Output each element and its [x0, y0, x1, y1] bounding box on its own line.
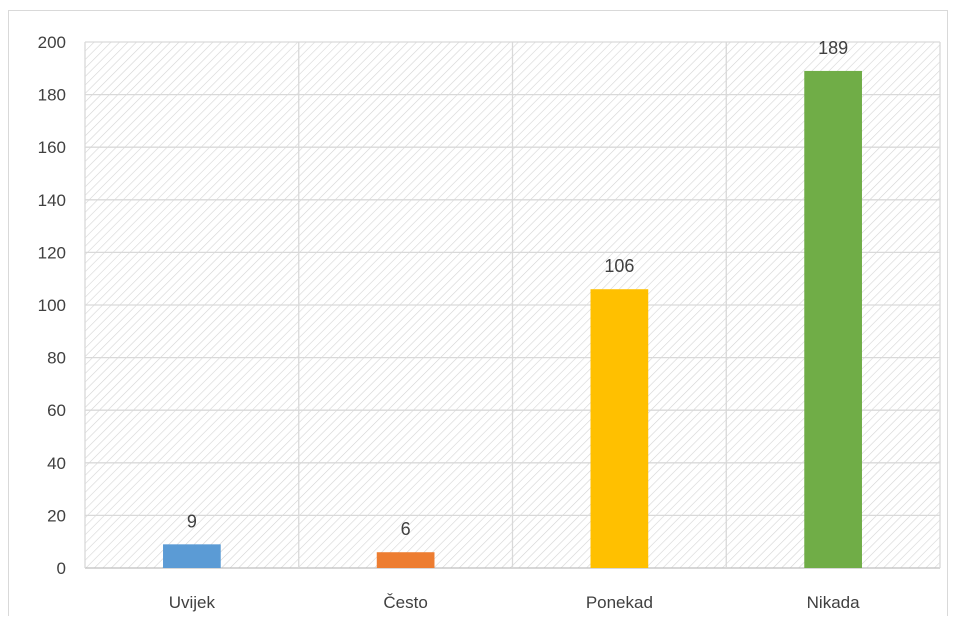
- y-tick-label: 20: [47, 506, 66, 525]
- y-tick-label: 80: [47, 349, 66, 368]
- data-labels: 9 6 106 189: [187, 38, 848, 539]
- bar-1: [376, 552, 435, 568]
- x-tick-label: Ponekad: [586, 593, 653, 612]
- y-axis: 0 20 40 60 80 100 120 140 160 180 200: [38, 33, 66, 578]
- x-tick-label: Nikada: [807, 593, 860, 612]
- y-tick-label: 60: [47, 401, 66, 420]
- x-tick-label: Uvijek: [169, 593, 216, 612]
- bar-3: [804, 70, 862, 569]
- y-tick-label: 140: [38, 191, 66, 210]
- bar-0: [163, 544, 221, 568]
- data-label: 6: [401, 519, 411, 539]
- y-tick-label: 100: [38, 296, 66, 315]
- gridlines: [84, 41, 941, 569]
- bars: [163, 70, 862, 569]
- y-tick-label: 180: [38, 86, 66, 105]
- y-tick-label: 120: [38, 243, 66, 262]
- y-tick-label: 0: [57, 559, 66, 578]
- bar-2: [590, 289, 649, 568]
- x-tick-label: Često: [383, 593, 427, 612]
- data-label: 106: [604, 256, 634, 276]
- data-label: 189: [818, 38, 848, 58]
- x-axis: Uvijek Često Ponekad Nikada: [169, 593, 860, 612]
- y-tick-label: 200: [38, 33, 66, 52]
- data-label: 9: [187, 511, 197, 531]
- chart-border: [8, 10, 948, 616]
- y-tick-label: 40: [47, 454, 66, 473]
- y-tick-label: 160: [38, 138, 66, 157]
